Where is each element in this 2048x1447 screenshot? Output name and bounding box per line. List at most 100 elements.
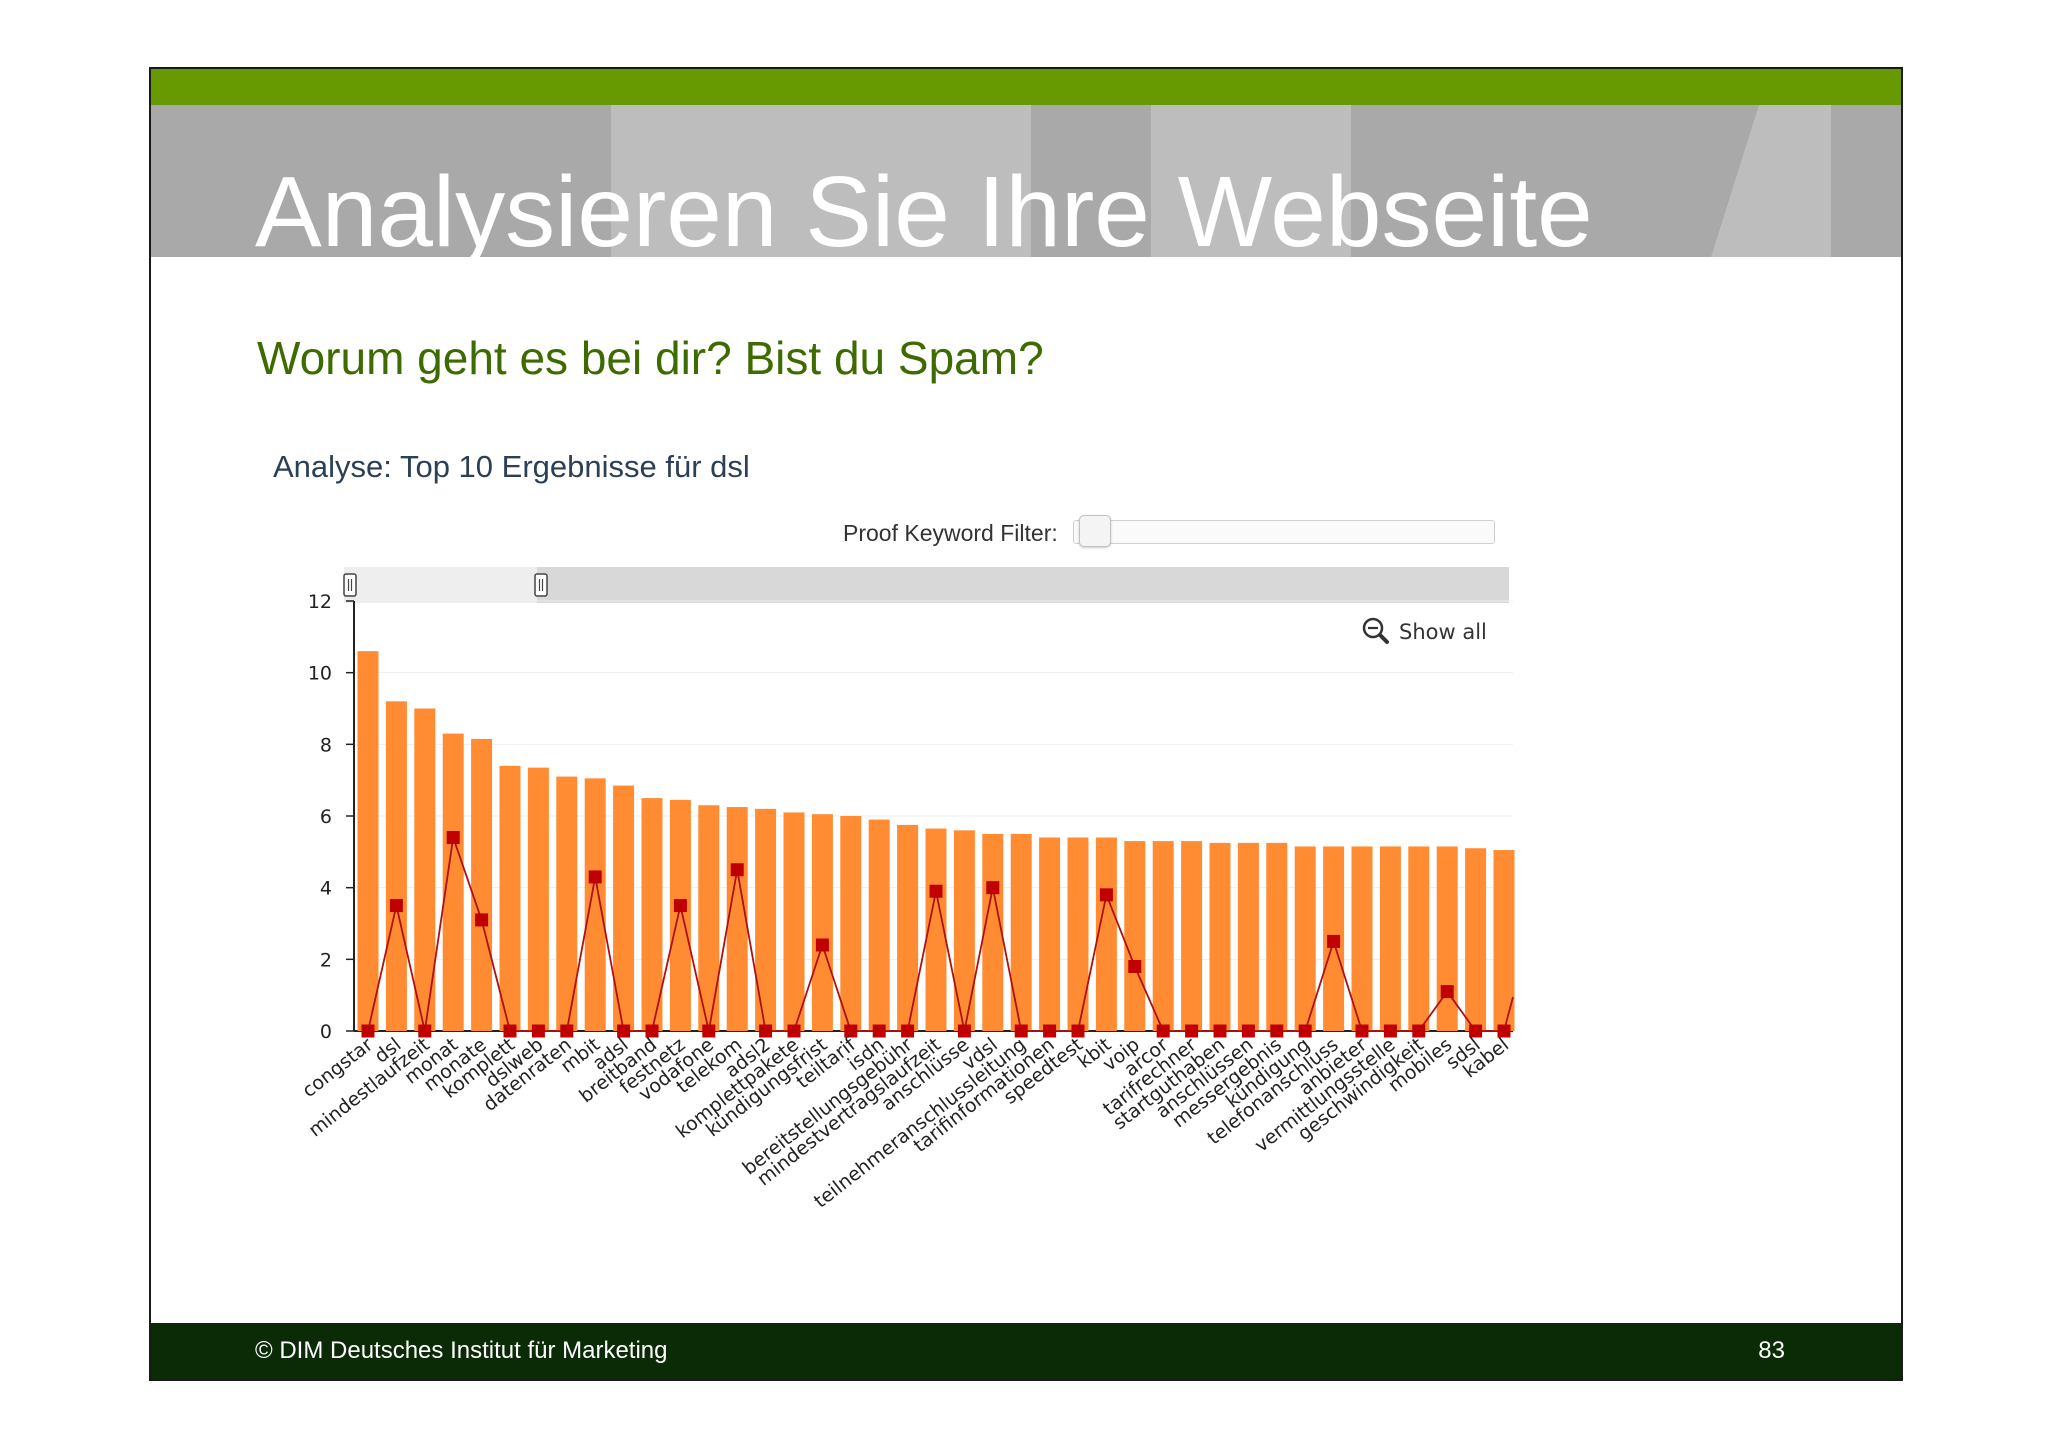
range-handle-right[interactable] xyxy=(534,573,548,597)
page-number: 83 xyxy=(1758,1337,1785,1364)
bar xyxy=(868,819,890,1031)
line-point xyxy=(673,899,687,913)
bar xyxy=(1408,846,1430,1031)
line-point xyxy=(1099,888,1113,902)
line-point xyxy=(475,913,489,927)
bar xyxy=(1436,846,1458,1031)
bar xyxy=(584,778,606,1031)
bar xyxy=(499,765,521,1031)
bar xyxy=(471,738,493,1031)
top-accent-bar xyxy=(151,69,1901,105)
line-point xyxy=(957,1024,971,1038)
line-point xyxy=(1156,1024,1170,1038)
slide-subtitle: Worum geht es bei dir? Bist du Spam? xyxy=(257,332,1044,384)
bar xyxy=(1209,842,1231,1031)
line-point xyxy=(446,831,460,844)
line-point xyxy=(1014,1024,1028,1038)
bar xyxy=(726,807,748,1031)
line-point xyxy=(1071,1024,1085,1038)
bar xyxy=(1152,841,1174,1031)
line-point xyxy=(588,870,602,884)
range-handle-left[interactable] xyxy=(343,573,357,597)
bar xyxy=(811,814,833,1031)
line-point xyxy=(1128,960,1142,973)
line-point xyxy=(1213,1024,1227,1038)
zoom-out-icon xyxy=(1362,617,1389,644)
range-navigator-selection[interactable] xyxy=(344,567,537,603)
bar xyxy=(1237,842,1259,1031)
bar xyxy=(1351,846,1373,1031)
y-tick-label: 0 xyxy=(320,1021,332,1043)
slide-title: Analysieren Sie Ihre Webseite xyxy=(255,156,1593,257)
line-point xyxy=(1469,1024,1483,1038)
proof-keyword-filter-handle[interactable] xyxy=(1079,515,1111,547)
bar xyxy=(669,799,691,1031)
title-bar: Analysieren Sie Ihre Webseite xyxy=(151,105,1901,257)
bar xyxy=(1095,837,1117,1031)
line-point xyxy=(1270,1024,1284,1038)
analysis-heading: Analyse: Top 10 Ergebnisse für dsl xyxy=(273,449,750,484)
x-axis-labels: congstardslmindestlaufzeitmonatmonatekom… xyxy=(298,1033,1513,1213)
line-point xyxy=(730,863,744,877)
bar xyxy=(613,785,635,1031)
bar xyxy=(357,651,379,1031)
bar xyxy=(1379,846,1401,1031)
footer: © DIM Deutsches Institut für Marketing 8… xyxy=(151,1323,1901,1379)
show-all-label[interactable]: Show all xyxy=(1399,620,1487,644)
line-point xyxy=(815,938,829,952)
y-tick-label: 2 xyxy=(320,949,332,971)
proof-keyword-filter-slider[interactable] xyxy=(1073,520,1495,544)
footer-copyright: © DIM Deutsches Institut für Marketing xyxy=(255,1337,668,1364)
line-point xyxy=(1241,1024,1255,1038)
y-tick-label: 10 xyxy=(308,663,332,685)
bar xyxy=(1294,846,1316,1031)
line-point xyxy=(1355,1024,1369,1038)
bar xyxy=(783,812,805,1031)
line-point xyxy=(418,1024,432,1038)
bar xyxy=(442,733,464,1031)
bar xyxy=(414,708,436,1031)
title-bar-decoration xyxy=(1151,105,1351,257)
bar xyxy=(755,808,777,1031)
bar xyxy=(1124,841,1146,1031)
y-tick-label: 4 xyxy=(320,878,332,900)
line-point xyxy=(560,1024,574,1038)
line-point xyxy=(503,1024,517,1038)
show-all-button[interactable]: Show all xyxy=(1362,617,1487,644)
line-series xyxy=(361,831,1514,1038)
line-point xyxy=(759,1024,773,1038)
line-point xyxy=(389,899,403,913)
line-point xyxy=(1185,1024,1199,1038)
line-point xyxy=(1412,1024,1426,1038)
bar xyxy=(698,805,720,1031)
bar xyxy=(1465,848,1487,1031)
range-navigator[interactable] xyxy=(343,567,1509,603)
proof-keyword-filter-label: Proof Keyword Filter: xyxy=(843,520,1058,546)
bar xyxy=(953,830,975,1031)
line-point xyxy=(901,1024,915,1038)
y-tick-label: 12 xyxy=(308,591,332,613)
line-point xyxy=(986,881,1000,895)
line-point xyxy=(1440,985,1454,999)
line-point xyxy=(844,1024,858,1038)
line-point xyxy=(1298,1024,1312,1038)
bar xyxy=(1039,837,1061,1031)
title-bar-decoration xyxy=(611,105,1031,257)
bar xyxy=(385,701,407,1031)
keyword-chart: 0 2 4 6 8 10 12 congstardslmindestlaufzeitmona… xyxy=(298,567,1515,1213)
bar xyxy=(1266,842,1288,1031)
bar-series xyxy=(357,651,1515,1031)
line-point xyxy=(1383,1024,1397,1038)
line-point xyxy=(361,1024,375,1038)
bar xyxy=(1067,837,1089,1031)
bar xyxy=(556,776,578,1031)
bar xyxy=(641,798,663,1031)
line-point xyxy=(645,1024,659,1038)
line-point xyxy=(1497,1024,1511,1038)
line-point xyxy=(787,1024,801,1038)
bar xyxy=(1010,833,1032,1031)
line-point xyxy=(617,1024,631,1038)
line-point xyxy=(1043,1024,1057,1038)
bar xyxy=(982,833,1004,1031)
bar xyxy=(527,767,549,1031)
